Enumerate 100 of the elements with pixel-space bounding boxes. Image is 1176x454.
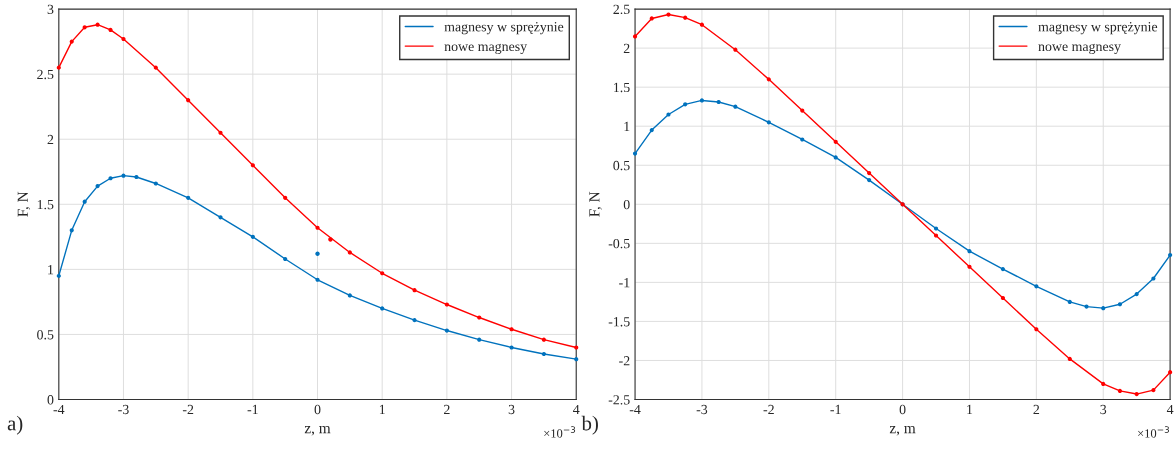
- y-tick-label: 0: [47, 395, 54, 405]
- point: [666, 12, 671, 17]
- y-tick-label: -0.5: [608, 238, 630, 249]
- point: [69, 228, 74, 233]
- point: [1168, 252, 1173, 258]
- point: [699, 98, 705, 103]
- point: [95, 183, 100, 189]
- point: [649, 16, 654, 21]
- point: [218, 130, 223, 135]
- point: [833, 139, 838, 144]
- y-tick-label: -2: [619, 356, 630, 366]
- point: [1034, 284, 1039, 289]
- x-tick-label: 2: [1033, 404, 1040, 415]
- y-tick-label: 2.5: [613, 4, 630, 15]
- point: [412, 288, 417, 293]
- point: [315, 251, 320, 257]
- text: ×10$^{−3}$: [544, 426, 576, 438]
- point: [833, 155, 838, 160]
- point: [800, 108, 805, 113]
- text: a): [7, 415, 23, 435]
- y-tick-label: 3: [47, 4, 54, 15]
- x-tick-label: 4: [1166, 404, 1174, 415]
- x-tick-label: 3: [1100, 404, 1107, 415]
- point: [186, 195, 191, 200]
- point: [477, 337, 482, 342]
- x-tick-label: -2: [763, 404, 774, 415]
- point: [153, 181, 158, 186]
- x-tick-label: 3: [508, 404, 515, 415]
- x-tick-label: -3: [696, 404, 708, 415]
- point: [1168, 370, 1173, 375]
- x-tick-label: -4: [629, 404, 641, 415]
- point: [1000, 295, 1005, 301]
- x-tick-label: 0: [314, 404, 321, 415]
- text: b): [581, 415, 598, 435]
- y-tick-label: -2.5: [608, 395, 630, 405]
- legend-label: nowe magnesy: [444, 43, 528, 54]
- point: [1084, 304, 1089, 309]
- point: [683, 102, 688, 107]
- point: [1000, 267, 1005, 272]
- y-tick-label: 1.5: [614, 82, 630, 93]
- point: [541, 351, 546, 357]
- point: [1134, 391, 1139, 397]
- point: [649, 128, 654, 133]
- point: [412, 318, 417, 323]
- point: [186, 98, 191, 103]
- x-tick-label: -1: [830, 404, 841, 415]
- point: [632, 151, 638, 156]
- point: [1067, 299, 1072, 304]
- text: ×10$^{−3}$: [1138, 426, 1169, 438]
- y-tick-label: 2.5: [37, 69, 54, 80]
- legend-label: magnesy w sprężynie: [1038, 22, 1158, 35]
- y-tick-label: 2: [47, 134, 54, 145]
- point: [574, 345, 579, 350]
- point: [766, 77, 771, 82]
- y-tick-label: 1: [624, 121, 630, 132]
- point: [733, 104, 738, 109]
- legend-label: nowe magnesy: [1038, 43, 1121, 54]
- point: [56, 273, 61, 278]
- point: [933, 226, 939, 231]
- point: [1101, 306, 1106, 311]
- x-tick-label: 2: [444, 404, 450, 415]
- point: [632, 34, 638, 39]
- y-axis-title: F, N: [589, 191, 602, 217]
- point: [250, 234, 255, 239]
- point: [95, 22, 100, 27]
- y-tick-label: 0: [623, 199, 630, 210]
- point: [380, 271, 385, 276]
- point: [380, 306, 385, 311]
- x-tick-label: -2: [182, 404, 194, 415]
- point: [134, 174, 139, 180]
- point: [1134, 292, 1139, 297]
- point: [699, 22, 705, 27]
- point: [315, 225, 320, 230]
- y-tick-label: -1: [619, 278, 630, 288]
- point: [683, 15, 688, 20]
- point: [733, 47, 738, 52]
- point: [867, 170, 872, 176]
- point: [347, 250, 352, 255]
- y-axis-title: F, N: [17, 191, 31, 217]
- point: [509, 345, 514, 350]
- point: [283, 195, 288, 200]
- point: [1151, 276, 1156, 281]
- x-tick-label: -4: [53, 404, 65, 415]
- x-tick-label: 1: [379, 404, 385, 415]
- point: [967, 264, 972, 269]
- point: [444, 328, 449, 333]
- y-tick-label: -1.5: [608, 317, 630, 327]
- y-tick-label: 1.5: [37, 199, 54, 210]
- point: [933, 233, 939, 238]
- point: [108, 176, 113, 181]
- point: [574, 357, 579, 362]
- point: [283, 256, 288, 262]
- point: [315, 277, 320, 282]
- point: [153, 65, 158, 70]
- point: [82, 25, 87, 30]
- legend-label: magnesy w sprężynie: [444, 22, 564, 35]
- x-axis-title: z, m: [889, 425, 916, 436]
- point: [444, 302, 449, 307]
- point: [121, 173, 126, 178]
- point: [69, 39, 74, 44]
